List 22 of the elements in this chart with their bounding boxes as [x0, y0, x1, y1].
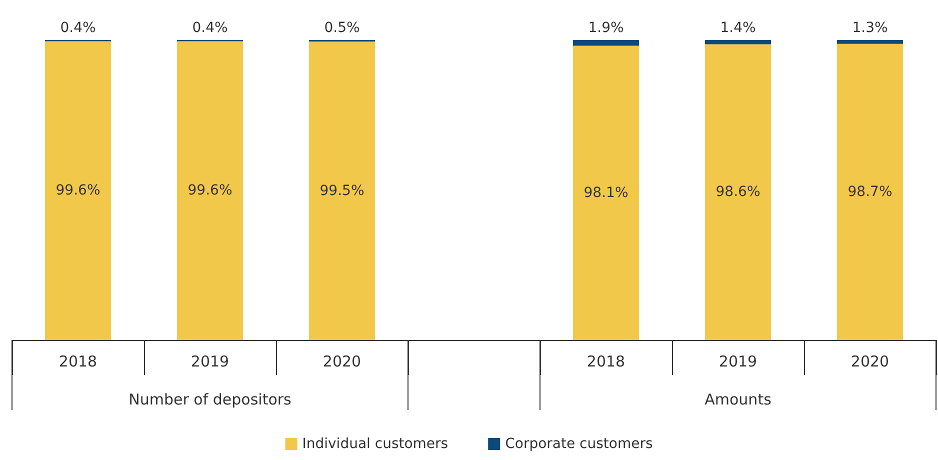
data-label: 1.3% — [852, 20, 888, 36]
legend-label: Corporate customers — [505, 436, 653, 452]
x-tick-label: 2019 — [718, 352, 758, 370]
x-tick-label: 2018 — [586, 352, 626, 370]
data-label: 99.6% — [56, 182, 100, 199]
x-tick-label: 2020 — [322, 352, 362, 370]
data-label: 98.6% — [716, 184, 760, 200]
data-label: 0.4% — [60, 20, 96, 36]
text: Number of depositors — [128, 390, 292, 408]
data-label: 1.9% — [588, 20, 624, 36]
data-label: 1.4% — [720, 20, 756, 36]
x-tick-label: 2020 — [850, 352, 890, 370]
x-tick-label: 2018 — [58, 352, 98, 370]
data-label: 99.5% — [320, 182, 364, 199]
data-label: 0.5% — [324, 20, 360, 36]
data-label: 98.7% — [848, 184, 892, 200]
legend-label: Individual customers — [302, 436, 448, 452]
data-label: 0.4% — [192, 20, 228, 36]
x-tick-label: 2019 — [190, 352, 230, 370]
text: Amounts — [704, 390, 772, 408]
data-label: 99.6% — [188, 182, 232, 199]
data-label: 98.1% — [584, 184, 628, 201]
